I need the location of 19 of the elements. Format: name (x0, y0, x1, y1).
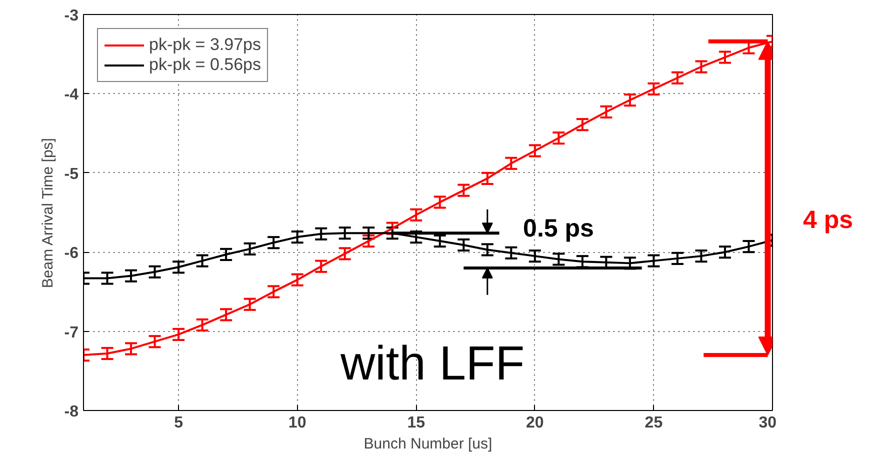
y-tick-label: -3 (64, 8, 79, 24)
y-axis-title: Beam Arrival Time [ps] (39, 138, 56, 288)
y-tick-label: -8 (64, 404, 79, 420)
y-tick-label: -7 (64, 324, 79, 342)
x-tick-label: 30 (758, 414, 777, 432)
x-tick-label: 15 (407, 414, 426, 432)
x-tick-label: 5 (174, 414, 184, 432)
x-tick-label: 25 (644, 414, 663, 432)
legend-label: pk-pk = 3.97ps (149, 35, 261, 55)
annotation: 0.5 ps (523, 214, 594, 242)
annotation: with LFF (340, 338, 525, 390)
text: 4 ps (803, 205, 854, 236)
x-axis-title: Bunch Number [us] (364, 436, 492, 452)
x-tick-label: 10 (288, 414, 306, 432)
y-tick-label: -4 (64, 86, 79, 104)
x-tick-label: 20 (526, 414, 544, 432)
y-tick-label: -6 (64, 245, 79, 262)
y-tick-label: -5 (64, 166, 79, 183)
legend-label: pk-pk = 0.56ps (149, 55, 261, 75)
